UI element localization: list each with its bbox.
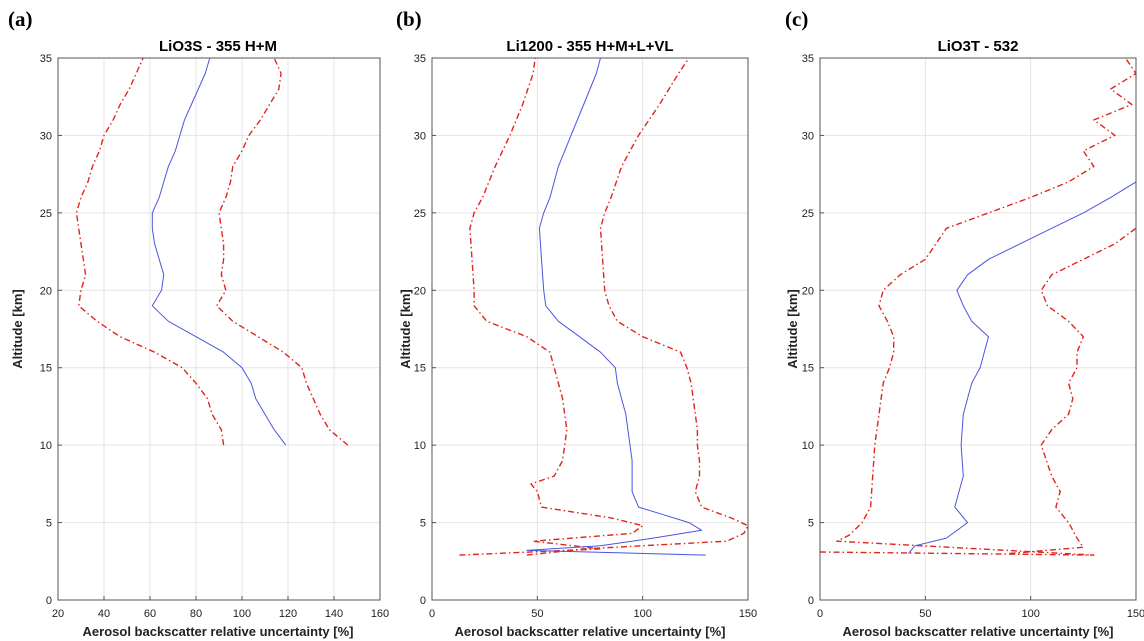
series-line-solid-1 — [151, 57, 287, 446]
plot-frame — [819, 57, 1137, 601]
y-tick-label: 15 — [414, 363, 426, 375]
panel-label: (a) — [8, 7, 33, 31]
y-tick-label: 25 — [40, 208, 52, 220]
x-tick-label: 150 — [739, 608, 757, 620]
y-axis-label: Altitude [km] — [398, 289, 413, 368]
y-tick-label: 30 — [414, 130, 426, 142]
x-tick-label: 100 — [633, 608, 651, 620]
y-tick-label: 15 — [40, 363, 52, 375]
y-tick-label: 20 — [414, 285, 426, 297]
y-tick-label: 5 — [46, 518, 52, 530]
series-line-dashdot-0 — [75, 57, 225, 446]
y-tick-label: 10 — [802, 440, 814, 452]
y-tick-label: 10 — [40, 440, 52, 452]
y-tick-label: 35 — [414, 53, 426, 65]
y-tick-label: 20 — [40, 285, 52, 297]
y-tick-label: 5 — [808, 518, 814, 530]
series-line-solid-1 — [526, 57, 706, 556]
series-line-dashdot-0 — [459, 57, 644, 556]
x-tick-label: 0 — [817, 608, 823, 620]
panel-b: 0 50 100 150 0 5 10 15 20 25 30 35 (b) Li1200 - 355 H… — [396, 7, 757, 639]
y-tick-label: 20 — [802, 285, 814, 297]
x-tick-label: 150 — [1127, 608, 1144, 620]
x-axis-label: Aerosol backscatter relative uncertainty… — [83, 624, 354, 639]
y-tick-label: 35 — [40, 53, 52, 65]
chart-title: LiO3T - 532 — [938, 38, 1019, 55]
chart-title: LiO3S - 355 H+M — [159, 38, 277, 55]
x-tick-label: 100 — [1021, 608, 1039, 620]
x-tick-label: 50 — [531, 608, 543, 620]
y-axis-label: Altitude [km] — [10, 289, 25, 368]
y-axis-label: Altitude [km] — [785, 289, 800, 368]
series-line-dashdot-2 — [1009, 227, 1137, 555]
x-tick-label: 80 — [190, 608, 202, 620]
panel-label: (c) — [785, 7, 808, 31]
x-tick-label: 160 — [371, 608, 389, 620]
panel-c: 0 50 100 150 0 5 10 15 20 25 30 35 (c) LiO3T - 532 Aer… — [785, 7, 1144, 639]
series-line-dashdot-2 — [215, 57, 349, 446]
x-axis-label: Aerosol backscatter relative uncertainty… — [455, 624, 726, 639]
y-tick-label: 35 — [802, 53, 814, 65]
y-tick-label: 25 — [802, 208, 814, 220]
panel-a: 20 40 60 80 100 120 140 160 0 5 10 15 20 25 30 35 (a) LiO… — [8, 7, 389, 639]
x-tick-label: 40 — [98, 608, 110, 620]
x-tick-label: 60 — [144, 608, 156, 620]
plot-frame — [431, 57, 749, 601]
x-axis-label: Aerosol backscatter relative uncertainty… — [843, 624, 1114, 639]
x-tick-label: 140 — [325, 608, 343, 620]
chart-title: Li1200 - 355 H+M+L+VL — [506, 38, 673, 55]
y-tick-label: 5 — [420, 518, 426, 530]
y-tick-label: 15 — [802, 363, 814, 375]
plot-frame — [57, 57, 381, 601]
series-line-dashdot-0 — [819, 57, 1137, 556]
x-tick-label: 100 — [233, 608, 251, 620]
y-tick-label: 30 — [40, 130, 52, 142]
y-tick-label: 0 — [46, 595, 52, 607]
y-tick-label: 25 — [414, 208, 426, 220]
x-tick-label: 50 — [919, 608, 931, 620]
x-tick-label: 120 — [279, 608, 297, 620]
panel-label: (b) — [396, 7, 422, 31]
y-tick-label: 30 — [802, 130, 814, 142]
y-tick-label: 0 — [808, 595, 814, 607]
x-tick-label: 0 — [429, 608, 435, 620]
series-line-dashdot-2 — [526, 57, 749, 556]
y-tick-label: 10 — [414, 440, 426, 452]
y-tick-label: 0 — [420, 595, 426, 607]
x-tick-label: 20 — [52, 608, 64, 620]
series-line-solid-1 — [908, 181, 1137, 554]
